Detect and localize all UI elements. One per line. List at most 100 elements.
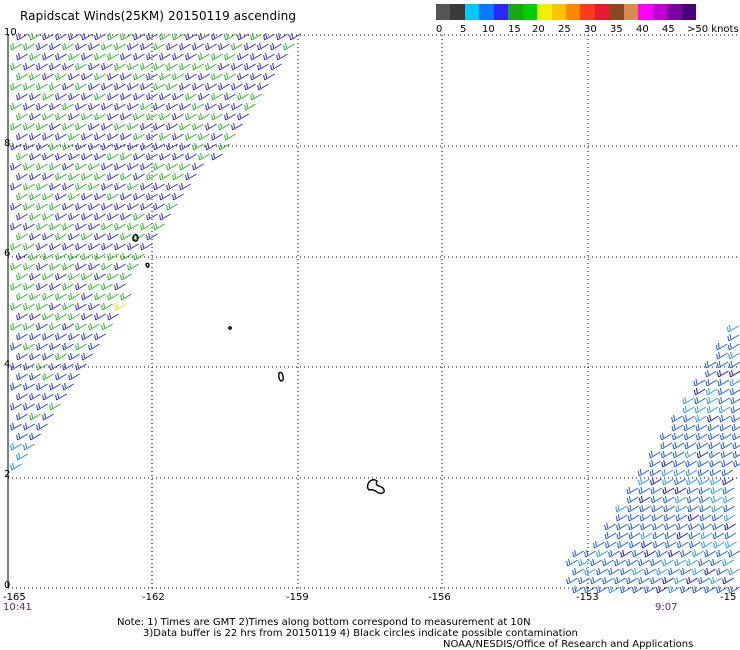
legend-swatch <box>667 4 683 20</box>
wind-barb <box>133 152 145 161</box>
wind-barb <box>198 152 210 161</box>
wind-barb <box>159 52 171 61</box>
wind-barb <box>687 504 700 513</box>
wind-barb <box>127 42 139 51</box>
wind-barb <box>75 182 87 191</box>
wind-barb <box>696 441 709 450</box>
wind-barb <box>94 112 106 121</box>
wind-barb <box>198 132 210 141</box>
wind-barb <box>140 102 152 111</box>
wind-barb <box>664 531 677 540</box>
wind-barb <box>722 495 735 504</box>
wind-barb <box>602 558 614 567</box>
wind-barb <box>10 42 22 51</box>
wind-barb <box>263 32 275 41</box>
legend-swatch <box>594 4 610 20</box>
wind-barb <box>661 468 674 477</box>
wind-barb <box>68 72 80 81</box>
wind-barb <box>49 302 61 311</box>
wind-barb <box>68 372 80 381</box>
wind-barb <box>36 122 48 131</box>
wind-barb <box>101 42 113 51</box>
wind-barb <box>29 152 41 161</box>
wind-barb <box>695 432 708 441</box>
wind-barb <box>23 422 35 431</box>
wind-barb <box>10 222 22 231</box>
wind-barb <box>49 122 61 131</box>
wind-barb <box>639 504 652 513</box>
legend-label-25: 25 <box>558 24 571 35</box>
legend-label-0: 0 <box>436 24 443 35</box>
wind-barb <box>49 342 61 351</box>
wind-barb <box>114 102 126 111</box>
wind-barb <box>722 477 734 486</box>
wind-barb <box>244 82 256 91</box>
wind-barb <box>23 202 35 211</box>
wind-barb <box>23 382 35 391</box>
wind-barb <box>608 585 620 594</box>
wind-barb <box>211 72 223 81</box>
wind-barb <box>107 312 119 321</box>
wind-barb <box>101 162 113 171</box>
wind-barb <box>81 192 93 201</box>
wind-barb <box>270 62 282 71</box>
wind-barb <box>719 432 732 441</box>
wind-barb <box>42 52 54 61</box>
wind-barb <box>179 62 191 71</box>
wind-barb <box>101 262 113 271</box>
wind-barb <box>626 558 638 567</box>
wind-barb <box>120 152 132 161</box>
wind-barb <box>728 549 740 558</box>
wind-barb <box>626 576 638 585</box>
wind-barb <box>62 182 74 191</box>
wind-barb <box>590 576 602 585</box>
wind-barb <box>728 360 740 369</box>
wind-barb <box>42 232 54 241</box>
wind-barb <box>68 132 80 141</box>
wind-barb <box>185 132 197 141</box>
wind-barb <box>179 162 191 171</box>
wind-barb <box>36 382 48 391</box>
wind-barb <box>693 378 706 387</box>
wind-barb <box>75 242 87 251</box>
wind-barb <box>705 387 718 396</box>
wind-barb <box>94 152 106 161</box>
wind-barb <box>94 312 106 321</box>
wind-barb <box>724 540 737 549</box>
wind-barb <box>88 122 100 131</box>
wind-barb <box>10 342 22 351</box>
wind-barb <box>81 172 93 181</box>
wind-barb <box>704 360 717 369</box>
wind-barb <box>674 495 687 504</box>
wind-barb <box>172 52 184 61</box>
wind-barb <box>107 52 119 61</box>
wind-barb <box>42 332 54 341</box>
wind-barb <box>664 522 676 531</box>
wind-barb <box>211 112 223 121</box>
wind-barb <box>94 52 106 61</box>
wind-barb <box>712 531 725 540</box>
wind-barb <box>68 332 80 341</box>
wind-barb <box>120 192 132 201</box>
wind-barb <box>146 152 158 161</box>
wind-barb <box>644 585 656 594</box>
note-line-1: Note: 1) Times are GMT 2)Times along bot… <box>117 617 531 628</box>
wind-barb <box>29 412 41 421</box>
wind-barb <box>36 102 48 111</box>
wind-barb <box>75 162 87 171</box>
wind-barb <box>114 82 126 91</box>
wind-barb <box>42 152 54 161</box>
wind-barb <box>572 549 584 558</box>
wind-barb <box>192 102 204 111</box>
wind-barb <box>717 387 730 396</box>
wind-barb <box>68 92 80 101</box>
wind-barb <box>192 62 204 71</box>
wind-barb <box>628 531 641 540</box>
wind-barb <box>732 450 740 459</box>
wind-barb <box>16 372 28 381</box>
wind-barb <box>172 132 184 141</box>
wind-barb <box>718 405 731 414</box>
wind-barb <box>88 302 100 311</box>
wind-barb <box>16 412 28 421</box>
